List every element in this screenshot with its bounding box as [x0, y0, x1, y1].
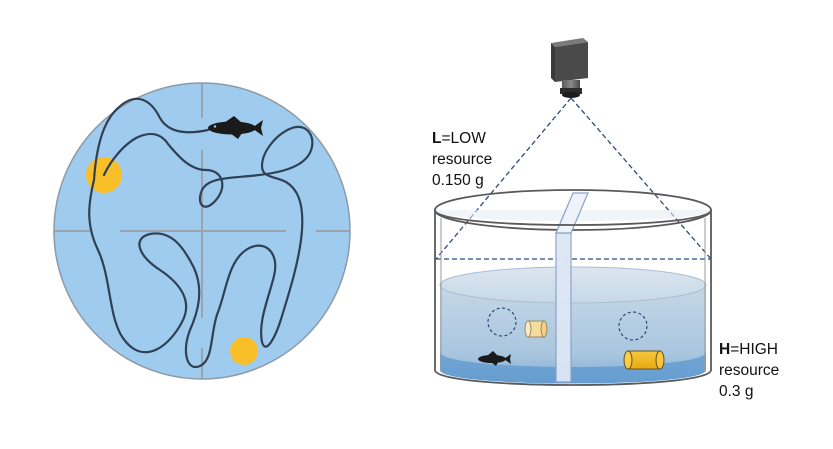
fish-icon [478, 351, 511, 366]
low-resource-label: L=LOW resource 0.150 g [432, 128, 492, 191]
camera-icon [551, 38, 588, 98]
high-label-line3: 0.3 g [719, 383, 754, 400]
high-resource-patch [230, 337, 258, 365]
tank-divider [555, 192, 589, 383]
water-surface [439, 266, 707, 304]
camera-field-of-view [435, 97, 712, 260]
low-resource-cylinder [524, 320, 548, 338]
arena-quadrant-lines [54, 83, 350, 379]
low-label-line2: resource [432, 151, 493, 168]
high-zone-marker [618, 311, 648, 341]
tank-walls [434, 209, 712, 386]
high-resource-label: H=HIGH resource 0.3 g [719, 339, 779, 402]
high-label-text: =HIGH [730, 341, 779, 358]
low-label-text: =LOW [441, 130, 486, 147]
fish-swim-path [88, 97, 314, 369]
high-label-letter: H [719, 341, 731, 358]
high-label-line2: resource [719, 362, 780, 379]
low-zone-marker [487, 307, 517, 337]
fish-icon [208, 116, 263, 139]
low-label-line3: 0.150 g [432, 172, 484, 189]
low-label-letter: L [432, 130, 442, 147]
high-resource-cylinder [623, 350, 665, 370]
tank-inner-walls [440, 218, 706, 372]
tank-side-view [434, 38, 712, 386]
arena-top-view [53, 82, 351, 380]
